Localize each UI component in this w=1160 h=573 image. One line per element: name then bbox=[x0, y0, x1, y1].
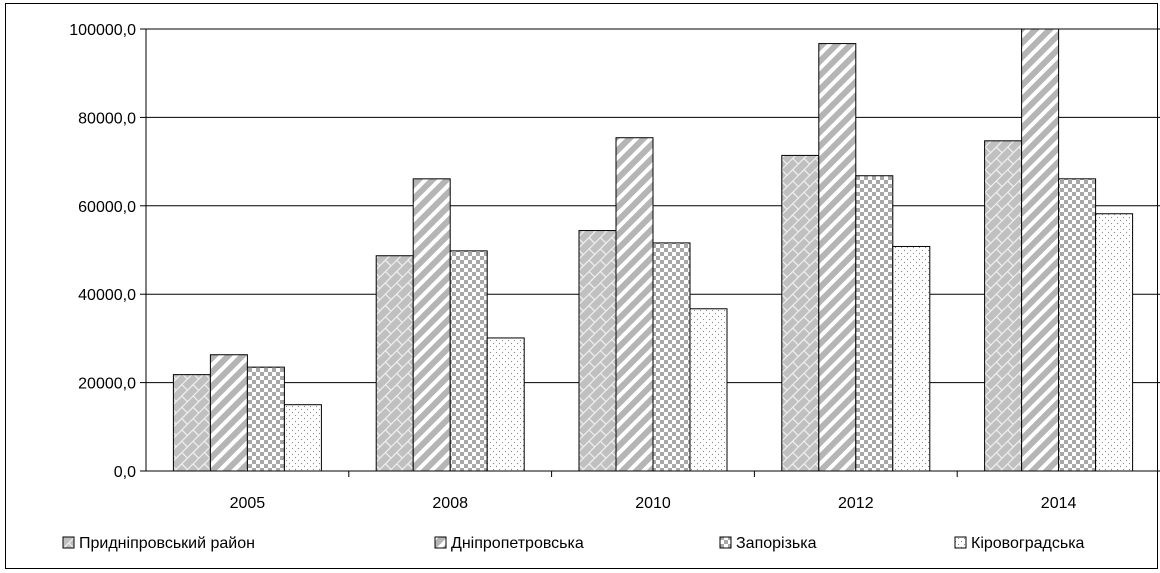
bar bbox=[1021, 28, 1060, 472]
axes: 0,0 20000,0 40000,0 60000,0 80000,0 100000,0 2… bbox=[69, 22, 1160, 512]
legend-label: Кіровоградська bbox=[971, 535, 1085, 552]
bar bbox=[578, 230, 617, 472]
legend-label: Дніпропетровська bbox=[451, 535, 584, 552]
legend-swatch bbox=[954, 536, 967, 549]
bar bbox=[1095, 213, 1134, 472]
bar bbox=[615, 137, 654, 472]
bar bbox=[892, 245, 931, 472]
bar bbox=[818, 43, 857, 472]
x-tick-label: 2012 bbox=[838, 495, 874, 512]
legend: Придніпровський район Дніпропетровська Зап… bbox=[62, 535, 1085, 552]
x-tick-label: 2010 bbox=[635, 495, 671, 512]
x-tick-label: 2005 bbox=[230, 495, 266, 512]
bar bbox=[984, 140, 1023, 472]
x-tick-label: 2008 bbox=[432, 495, 468, 512]
bar bbox=[209, 354, 248, 472]
bar bbox=[486, 337, 525, 472]
bar bbox=[412, 178, 451, 472]
y-tick-label: 20000,0 bbox=[78, 376, 136, 393]
legend-swatch bbox=[719, 536, 732, 549]
y-tick-label: 60000,0 bbox=[78, 199, 136, 216]
bar bbox=[1058, 178, 1097, 472]
bar bbox=[375, 255, 414, 472]
bar bbox=[283, 404, 322, 472]
bar bbox=[246, 366, 285, 472]
bar bbox=[652, 242, 691, 472]
legend-label: Придніпровський район bbox=[79, 535, 255, 552]
y-tick-label: 40000,0 bbox=[78, 287, 136, 304]
bar bbox=[172, 374, 211, 472]
y-tick-label: 100000,0 bbox=[69, 22, 136, 39]
legend-label: Запорізька bbox=[736, 535, 817, 552]
y-tick-label: 80000,0 bbox=[78, 110, 136, 127]
bar bbox=[449, 250, 488, 472]
bars bbox=[172, 28, 1134, 472]
bar bbox=[781, 154, 820, 472]
bar bbox=[855, 175, 894, 472]
chart-frame bbox=[5, 3, 1158, 569]
y-tick-label: 0,0 bbox=[114, 464, 136, 481]
legend-swatch bbox=[62, 536, 75, 549]
bar bbox=[689, 308, 728, 472]
x-tick-label: 2014 bbox=[1041, 495, 1077, 512]
legend-swatch bbox=[434, 536, 447, 549]
